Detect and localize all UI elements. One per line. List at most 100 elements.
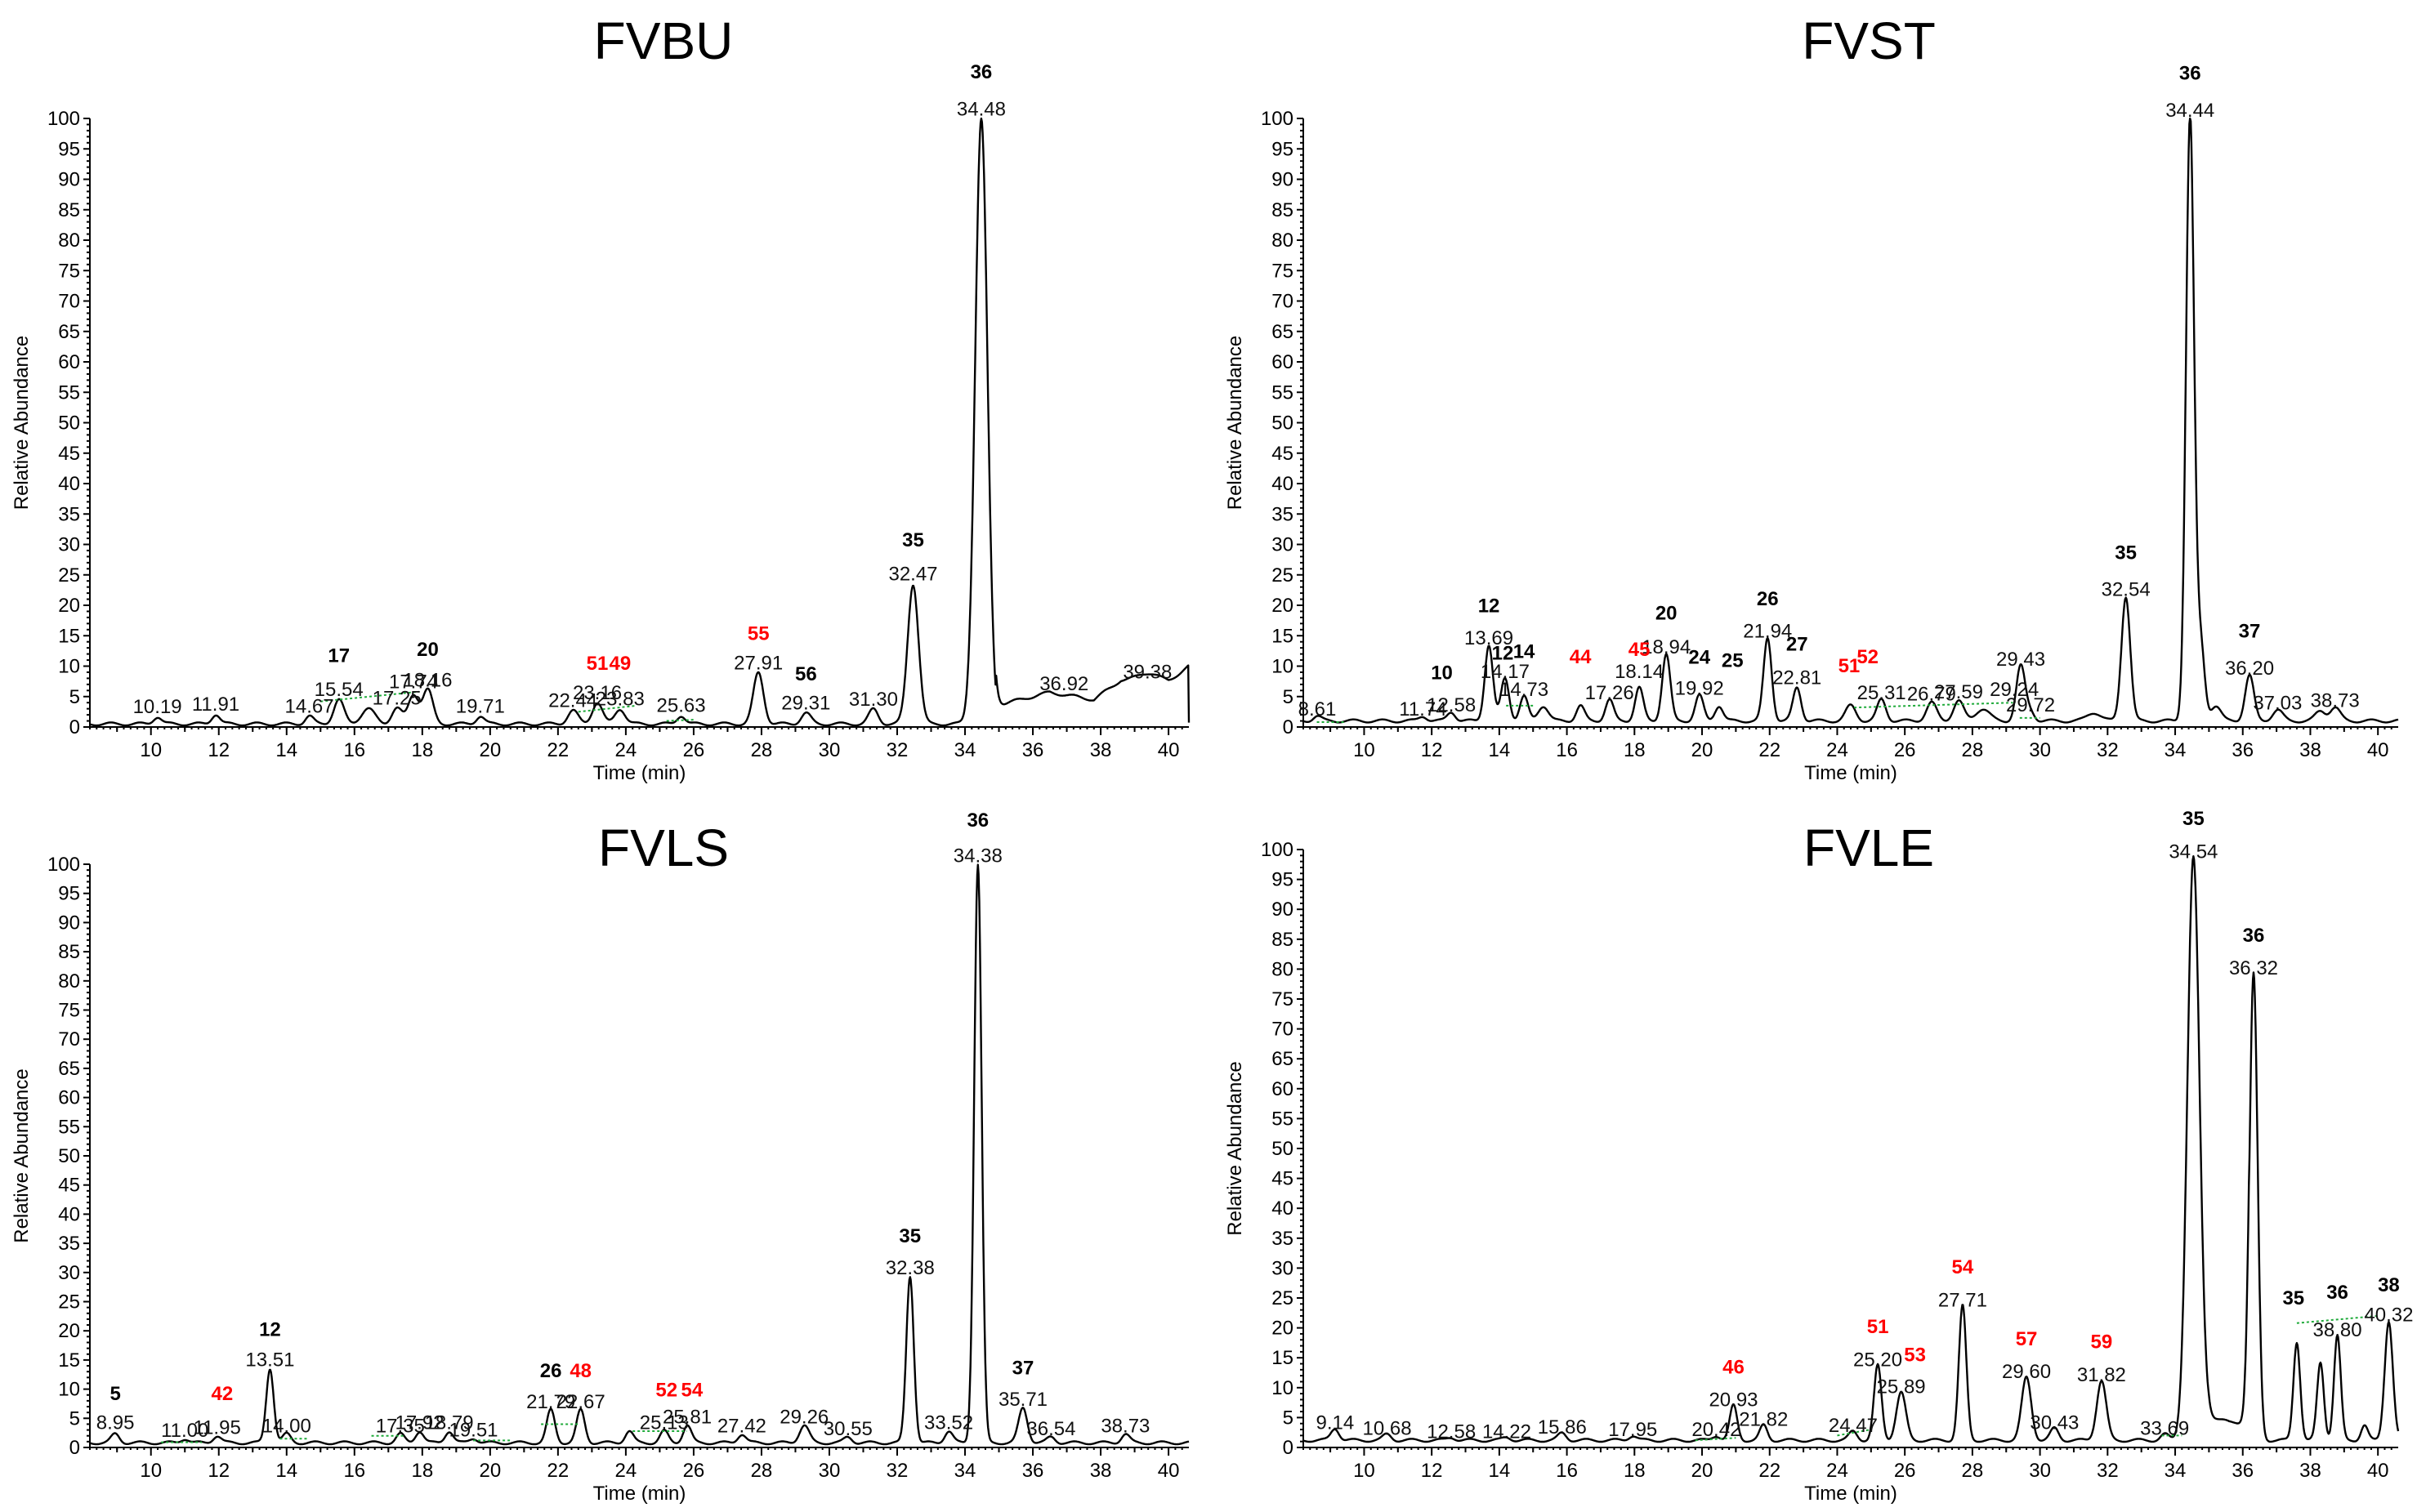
peak-rt-label: 39.38 xyxy=(1123,662,1172,684)
compound-number-label: 35 xyxy=(899,1225,921,1247)
y-tick-label: 55 xyxy=(1271,1108,1293,1130)
y-tick-label: 25 xyxy=(58,564,80,587)
y-tick-label: 90 xyxy=(58,169,80,191)
y-tick-label: 50 xyxy=(1271,1138,1293,1160)
y-tick-label: 50 xyxy=(58,413,80,435)
peak-rt-label: 21.79 xyxy=(526,1391,575,1413)
y-axis-title: Relative Abundance xyxy=(1224,1061,1246,1236)
y-tick-label: 75 xyxy=(58,260,80,282)
x-tick-label: 40 xyxy=(1158,739,1180,761)
peak-rt-label: 12.58 xyxy=(1427,694,1476,716)
x-tick-label: 36 xyxy=(2232,1460,2254,1482)
x-tick-label: 38 xyxy=(1090,1460,1112,1482)
peak-rt-label: 14.67 xyxy=(285,695,334,717)
compound-number-label: 35 xyxy=(2282,1287,2304,1309)
compound-number-label: 35 xyxy=(2115,542,2137,564)
y-tick-label: 20 xyxy=(58,595,80,617)
y-tick-label: 95 xyxy=(58,883,80,905)
x-tick-label: 14 xyxy=(275,1460,297,1482)
peak-rt-label: 18.94 xyxy=(1642,636,1691,658)
peak-rt-label: 12.58 xyxy=(1427,1421,1476,1443)
y-axis-title: Relative Abundance xyxy=(11,336,33,511)
x-tick-label: 10 xyxy=(1353,1460,1375,1482)
peak-rt-label: 38.73 xyxy=(2311,690,2360,712)
y-tick-label: 60 xyxy=(1271,1078,1293,1100)
integration-baseline xyxy=(1854,702,2013,709)
y-tick-label: 45 xyxy=(58,1175,80,1197)
x-tick-label: 12 xyxy=(208,739,230,761)
x-tick-label: 12 xyxy=(1421,739,1443,761)
compound-number-label: 12 xyxy=(1478,595,1500,617)
compound-number-label: 35 xyxy=(2182,808,2205,830)
peak-rt-label: 25.20 xyxy=(1853,1349,1902,1372)
y-tick-label: 65 xyxy=(1271,1048,1293,1070)
x-tick-label: 26 xyxy=(683,1460,705,1482)
x-tick-label: 16 xyxy=(1556,1460,1578,1482)
y-tick-label: 35 xyxy=(1271,1228,1293,1250)
y-tick-label: 35 xyxy=(1271,503,1293,525)
peak-rt-label: 29.60 xyxy=(2002,1361,2051,1383)
y-tick-label: 75 xyxy=(1271,260,1293,282)
x-tick-label: 24 xyxy=(1826,1460,1848,1482)
peak-rt-label: 40.32 xyxy=(2364,1305,2413,1327)
compound-number-label: 26 xyxy=(540,1360,562,1382)
compound-number-label: 12 xyxy=(259,1318,281,1340)
x-tick-label: 36 xyxy=(1022,1460,1044,1482)
compound-number-label: 35 xyxy=(902,529,924,551)
peak-rt-label: 34.54 xyxy=(2169,841,2218,863)
y-tick-label: 75 xyxy=(58,1000,80,1022)
peak-rt-label: 11.00 xyxy=(161,1420,208,1442)
peak-rt-label: 18.14 xyxy=(1615,661,1664,683)
y-tick-label: 100 xyxy=(47,854,80,876)
peak-rt-label: 32.47 xyxy=(888,564,937,586)
peak-rt-label: 37.03 xyxy=(2253,693,2302,715)
peak-rt-label: 20.42 xyxy=(1691,1419,1740,1441)
compound-number-label: 54 xyxy=(1952,1256,1974,1278)
y-tick-label: 10 xyxy=(58,1379,80,1401)
y-tick-label: 0 xyxy=(1283,1437,1293,1459)
peak-rt-label: 15.86 xyxy=(1538,1416,1587,1438)
y-tick-label: 30 xyxy=(1271,1257,1293,1279)
x-tick-label: 10 xyxy=(1353,739,1375,761)
y-tick-label: 5 xyxy=(1283,686,1293,708)
x-tick-label: 38 xyxy=(2299,739,2321,761)
compound-number-label: 48 xyxy=(570,1360,592,1382)
y-tick-label: 80 xyxy=(1271,958,1293,980)
peak-rt-label: 34.48 xyxy=(957,98,1006,120)
y-tick-label: 70 xyxy=(58,1028,80,1050)
compound-number-label: 46 xyxy=(1722,1356,1745,1378)
x-tick-label: 18 xyxy=(411,1460,433,1482)
x-tick-label: 14 xyxy=(275,739,297,761)
y-tick-label: 60 xyxy=(58,351,80,373)
peak-rt-label: 20.93 xyxy=(1709,1389,1758,1412)
chromatogram-trace xyxy=(89,117,1191,727)
y-tick-label: 70 xyxy=(58,291,80,313)
y-tick-label: 10 xyxy=(1271,656,1293,678)
y-tick-label: 70 xyxy=(1271,291,1293,313)
y-tick-label: 50 xyxy=(1271,413,1293,435)
compound-number-label: 25 xyxy=(1722,649,1744,671)
compound-number-label: 45 xyxy=(1628,639,1651,661)
peak-rt-label: 22.81 xyxy=(1772,667,1821,689)
x-tick-label: 40 xyxy=(2367,1460,2389,1482)
peak-rt-label: 27.59 xyxy=(1934,681,1983,703)
y-tick-label: 30 xyxy=(58,1262,80,1284)
compound-number-label: 59 xyxy=(2091,1331,2113,1354)
peak-rt-label: 19.92 xyxy=(1675,678,1724,700)
peak-rt-label: 31.30 xyxy=(849,689,898,711)
y-tick-label: 95 xyxy=(1271,869,1293,891)
integration-baseline xyxy=(1695,1437,1736,1442)
compound-number-label: 56 xyxy=(795,663,817,685)
y-tick-label: 15 xyxy=(1271,625,1293,647)
y-tick-label: 65 xyxy=(58,321,80,343)
chart-panel-fvls: FVLS 0 5 10 15 20 25 30 35 40 45 50 55 60 65 70 75 80 85 90… xyxy=(11,810,1190,1505)
y-tick-label: 50 xyxy=(58,1145,80,1167)
y-tick-label: 75 xyxy=(1271,988,1293,1010)
x-tick-label: 34 xyxy=(2165,739,2187,761)
compound-number-label: 49 xyxy=(609,653,631,675)
y-tick-label: 85 xyxy=(1271,199,1293,221)
peak-rt-label: 32.38 xyxy=(886,1257,935,1279)
peak-rt-label: 10.19 xyxy=(133,696,182,718)
